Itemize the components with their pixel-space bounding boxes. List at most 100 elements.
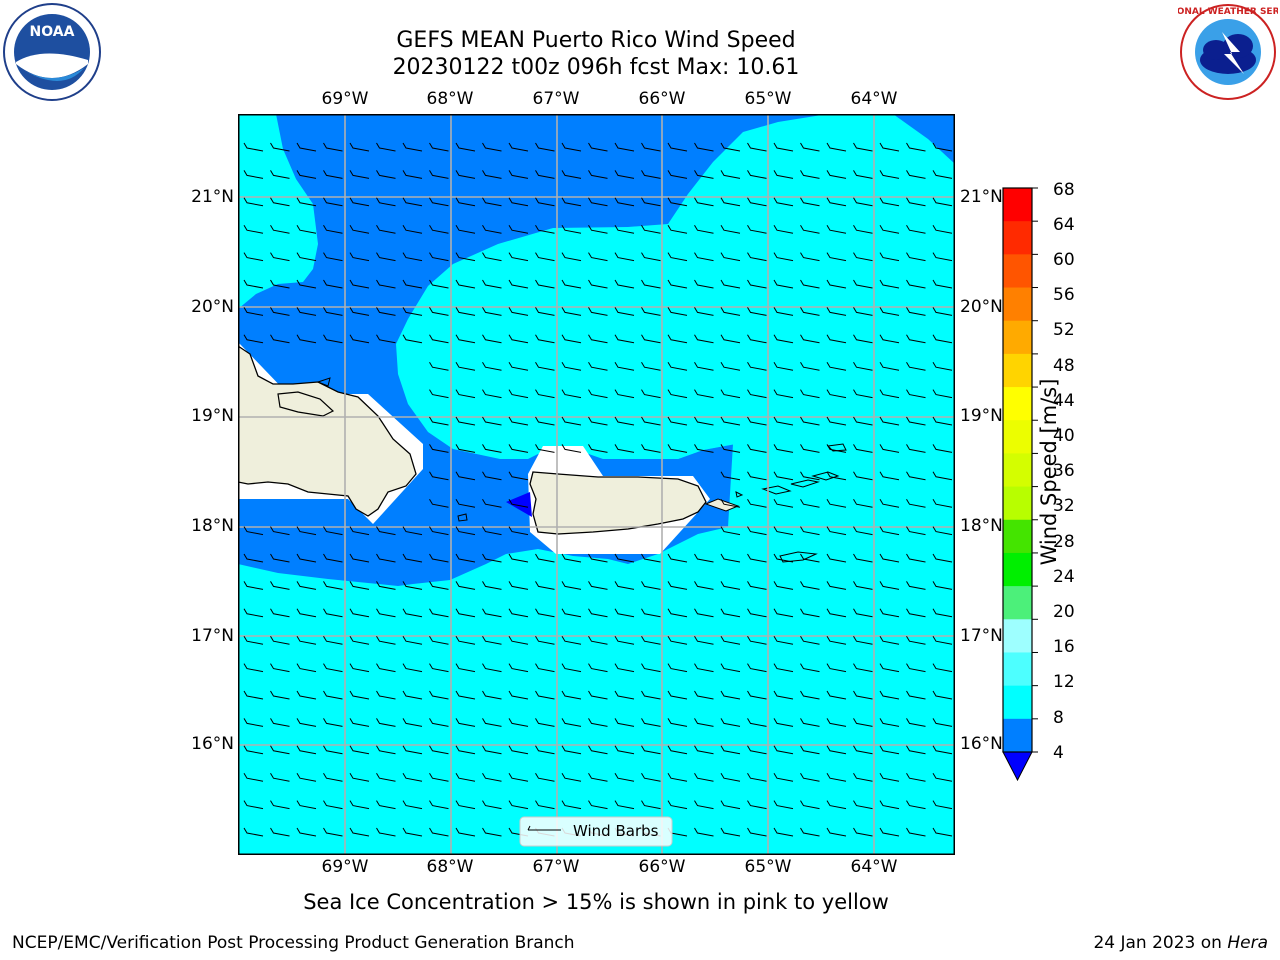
wind-barb xyxy=(800,800,820,810)
wind-barb xyxy=(932,663,953,673)
sea-ice-note: Sea Ice Concentration > 15% is shown in … xyxy=(303,890,889,914)
colorbar-segment xyxy=(1003,420,1032,454)
wind-barb xyxy=(535,389,555,399)
wind-barb xyxy=(588,279,608,289)
wind-barb xyxy=(508,553,529,563)
wind-barb xyxy=(243,279,264,289)
wind-barb xyxy=(853,279,873,289)
wind-barb xyxy=(853,334,873,344)
wind-barb xyxy=(296,307,317,316)
wind-barb xyxy=(720,718,741,727)
wind-barb xyxy=(402,635,423,645)
lat-label-right: 17°N xyxy=(960,626,1003,646)
wind-barb xyxy=(694,772,714,782)
wind-barb xyxy=(826,389,847,399)
wind-barb xyxy=(773,690,794,700)
ocean-light-pocket xyxy=(578,354,736,459)
wind-barb xyxy=(482,416,502,426)
wind-barb xyxy=(243,608,264,618)
wind-barb xyxy=(323,279,343,289)
wind-barb xyxy=(588,252,608,262)
wind-barb xyxy=(243,334,264,344)
wind-barb xyxy=(561,581,582,590)
wind-barb xyxy=(879,772,900,782)
wind-barb xyxy=(402,690,423,700)
wind-barb xyxy=(561,170,582,179)
wind-barb xyxy=(641,690,661,700)
wind-barb xyxy=(932,827,953,837)
wind-barb xyxy=(508,690,529,700)
wind-barb xyxy=(826,526,847,536)
wind-barb xyxy=(800,608,820,618)
wind-barb xyxy=(906,416,926,426)
wind-barb xyxy=(508,307,529,316)
wind-barb xyxy=(482,334,502,344)
wind-barb xyxy=(376,608,396,618)
wind-barb xyxy=(932,252,953,262)
wind-barb xyxy=(243,772,264,782)
wind-barb xyxy=(296,526,317,536)
wind-barb xyxy=(879,498,900,508)
wind-barb xyxy=(641,745,661,755)
wind-barb xyxy=(747,224,767,234)
wind-barb xyxy=(932,307,953,316)
wind-barb xyxy=(508,170,529,179)
wind-barb xyxy=(270,279,290,289)
wind-barb xyxy=(853,224,873,234)
wind-barb xyxy=(747,608,767,618)
wind-barb xyxy=(667,444,688,453)
wind-speed-map: Wind Barbs xyxy=(238,114,955,855)
wind-barb xyxy=(826,471,847,481)
wind-barb xyxy=(243,827,264,837)
wind-barb xyxy=(932,772,953,782)
footer-date: 24 Jan 2023 on Hera xyxy=(1093,933,1268,953)
wind-barb xyxy=(429,389,449,399)
wind-barb xyxy=(773,608,794,618)
wind-barb xyxy=(667,224,688,234)
wind-barb xyxy=(694,224,714,234)
colorbar-under-triangle xyxy=(1002,751,1033,782)
wind-barb xyxy=(826,635,847,645)
wind-barb xyxy=(720,279,741,289)
wind-barb xyxy=(906,772,926,782)
wind-barb xyxy=(429,361,449,371)
wind-barb xyxy=(482,745,502,755)
wind-barb xyxy=(826,416,847,426)
wind-barb xyxy=(561,608,582,618)
wind-barb xyxy=(270,581,290,590)
wind-barb xyxy=(376,197,396,207)
wind-barb xyxy=(720,827,741,837)
wind-barb xyxy=(323,608,343,618)
wind-barb xyxy=(455,800,476,810)
wind-barb xyxy=(482,444,502,453)
wind-barb xyxy=(853,498,873,508)
wind-barb xyxy=(747,252,767,262)
wind-barb xyxy=(879,224,900,234)
wind-barb xyxy=(773,416,794,426)
wind-barb xyxy=(694,142,714,152)
wind-barb xyxy=(376,553,396,563)
map-gridlines xyxy=(238,114,955,855)
wind-barb xyxy=(720,690,741,700)
legend-label: Wind Barbs xyxy=(573,822,659,840)
wind-barb xyxy=(694,581,714,590)
wind-barb xyxy=(667,663,688,673)
wind-barb xyxy=(773,663,794,673)
wind-barb xyxy=(429,772,449,782)
wind-barb xyxy=(720,471,741,481)
colorbar-tick-label: 64 xyxy=(1053,215,1075,235)
wind-barb xyxy=(747,827,767,837)
wind-barb xyxy=(826,663,847,673)
wind-barb xyxy=(720,553,741,563)
wind-barb xyxy=(747,526,767,536)
wind-barb xyxy=(588,745,608,755)
wind-barb xyxy=(588,142,608,152)
wind-barb xyxy=(614,197,635,207)
wind-barb xyxy=(429,307,449,316)
wind-barb xyxy=(694,663,714,673)
wind-barb xyxy=(270,827,290,837)
wind-barb xyxy=(720,581,741,590)
wind-barb xyxy=(773,800,794,810)
wind-barb xyxy=(614,608,635,618)
wind-barb xyxy=(482,827,502,837)
